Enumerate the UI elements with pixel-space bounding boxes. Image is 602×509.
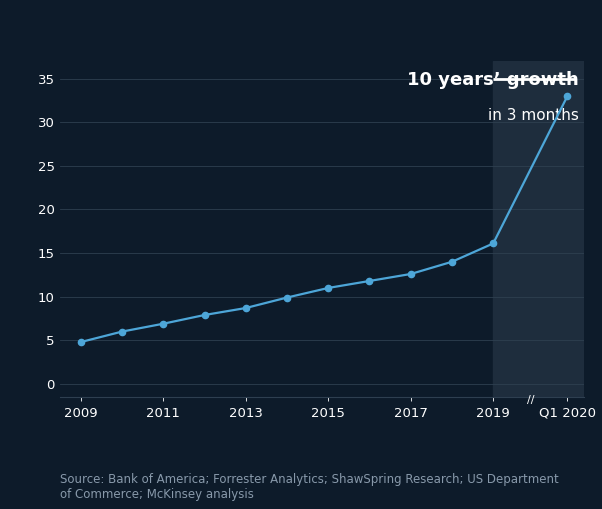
Text: in 3 months: in 3 months xyxy=(488,108,579,123)
Bar xyxy=(493,61,584,397)
Text: //: // xyxy=(527,395,534,405)
Text: 10 years’ growth: 10 years’ growth xyxy=(407,71,579,89)
Text: Source: Bank of America; Forrester Analytics; ShawSpring Research; US Department: Source: Bank of America; Forrester Analy… xyxy=(60,473,559,501)
